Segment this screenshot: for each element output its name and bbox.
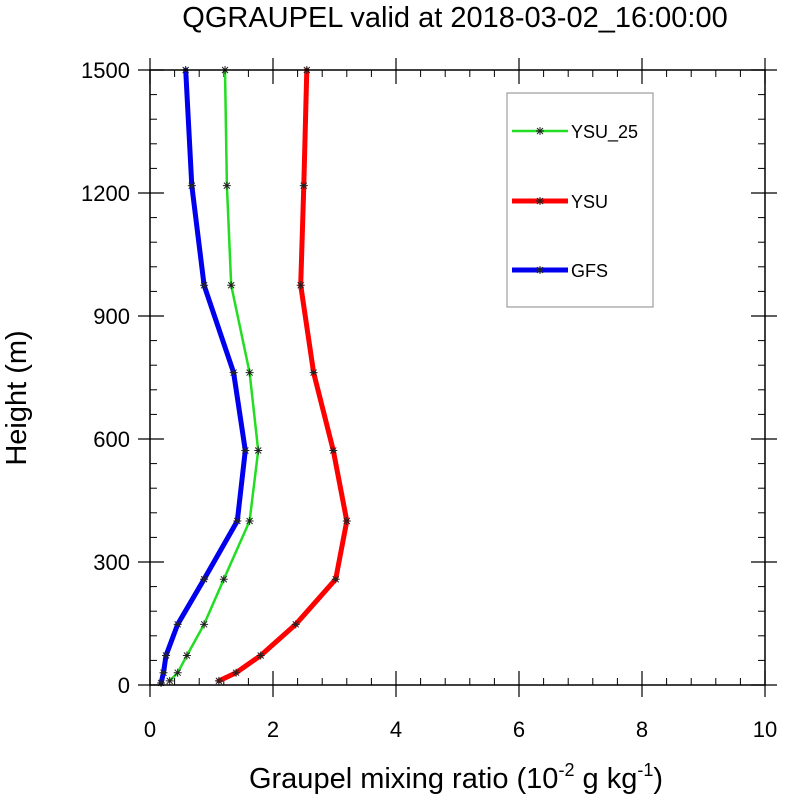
x-tick-label: 0: [144, 717, 156, 742]
series-ysu-25: [165, 66, 263, 685]
x-tick-label: 4: [390, 717, 402, 742]
legend-label-ysu-25: YSU_25: [571, 122, 638, 143]
x-axis-label-exponent-2: -1: [637, 760, 653, 780]
data-point-ysu: [331, 575, 340, 584]
data-point-gfs: [161, 651, 170, 660]
data-point-ysu-25: [227, 281, 236, 290]
data-point-gfs: [241, 446, 250, 455]
data-point-ysu-25: [173, 668, 182, 677]
data-point-ysu: [232, 668, 241, 677]
series-line-gfs: [158, 67, 248, 686]
data-point-gfs: [233, 517, 242, 525]
x-axis-label-exponent-1: -2: [558, 760, 574, 780]
y-tick-label: 0: [118, 673, 130, 698]
legend-marker-ysu-25: [536, 127, 544, 135]
data-point-ysu: [342, 517, 351, 525]
x-tick-label: 8: [636, 717, 648, 742]
y-tick-label: 600: [93, 427, 130, 452]
data-point-ysu-25: [219, 575, 228, 584]
data-point-ysu-25: [245, 517, 254, 525]
data-point-ysu-25: [165, 676, 174, 685]
data-point-gfs: [173, 620, 182, 629]
series-layer: [157, 66, 351, 687]
data-point-gfs: [229, 368, 238, 377]
series-line-ysu: [216, 67, 350, 684]
legend: YSU_25 YSU GFS: [506, 92, 654, 308]
y-tick-label: 1200: [81, 181, 130, 206]
data-point-gfs: [159, 668, 168, 677]
x-axis-label-middle: g kg: [574, 763, 637, 795]
data-point-ysu-25: [245, 368, 254, 377]
data-point-gfs: [187, 181, 196, 190]
x-axis-label: Graupel mixing ratio (10-2 g kg-1): [249, 760, 663, 795]
data-point-ysu: [329, 446, 338, 455]
plot-frame: [149, 69, 766, 686]
data-point-ysu-25: [200, 620, 209, 629]
x-tick-label: 10: [753, 717, 777, 742]
data-point-ysu-25: [182, 651, 191, 660]
series-gfs: [157, 66, 250, 687]
legend-label-gfs: GFS: [571, 261, 608, 281]
legend-label-ysu: YSU: [571, 192, 608, 212]
y-tick-label: 1500: [81, 58, 130, 83]
data-point-gfs: [200, 575, 209, 584]
y-tick-label: 900: [93, 304, 130, 329]
x-tick-label: 6: [513, 717, 525, 742]
y-axis-label: Height (m): [1, 330, 33, 465]
data-point-ysu: [256, 651, 265, 660]
x-axis-label-end: ): [653, 763, 663, 795]
legend-marker-ysu: [536, 197, 544, 205]
x-tick-label: 2: [267, 717, 279, 742]
data-point-gfs: [200, 281, 209, 290]
chart-title: QGRAUPEL valid at 2018-03-02_16:00:00: [182, 2, 727, 34]
data-point-gfs: [157, 678, 166, 687]
data-point-ysu-25: [254, 446, 263, 455]
series-line-ysu-25: [168, 68, 260, 683]
data-point-ysu: [214, 676, 223, 685]
data-point-ysu: [296, 281, 305, 290]
axis-ticks: 0 2 4 6 8 10 0 300 600 900 1200 1500: [81, 58, 777, 742]
data-point-ysu: [291, 620, 300, 629]
data-point-ysu-25: [222, 181, 231, 190]
legend-marker-gfs: [536, 266, 544, 274]
x-axis-label-main: Graupel mixing ratio (10: [249, 763, 558, 795]
y-tick-label: 300: [93, 550, 130, 575]
data-point-ysu: [299, 181, 308, 190]
series-ysu: [214, 66, 351, 685]
data-point-ysu: [309, 368, 318, 377]
